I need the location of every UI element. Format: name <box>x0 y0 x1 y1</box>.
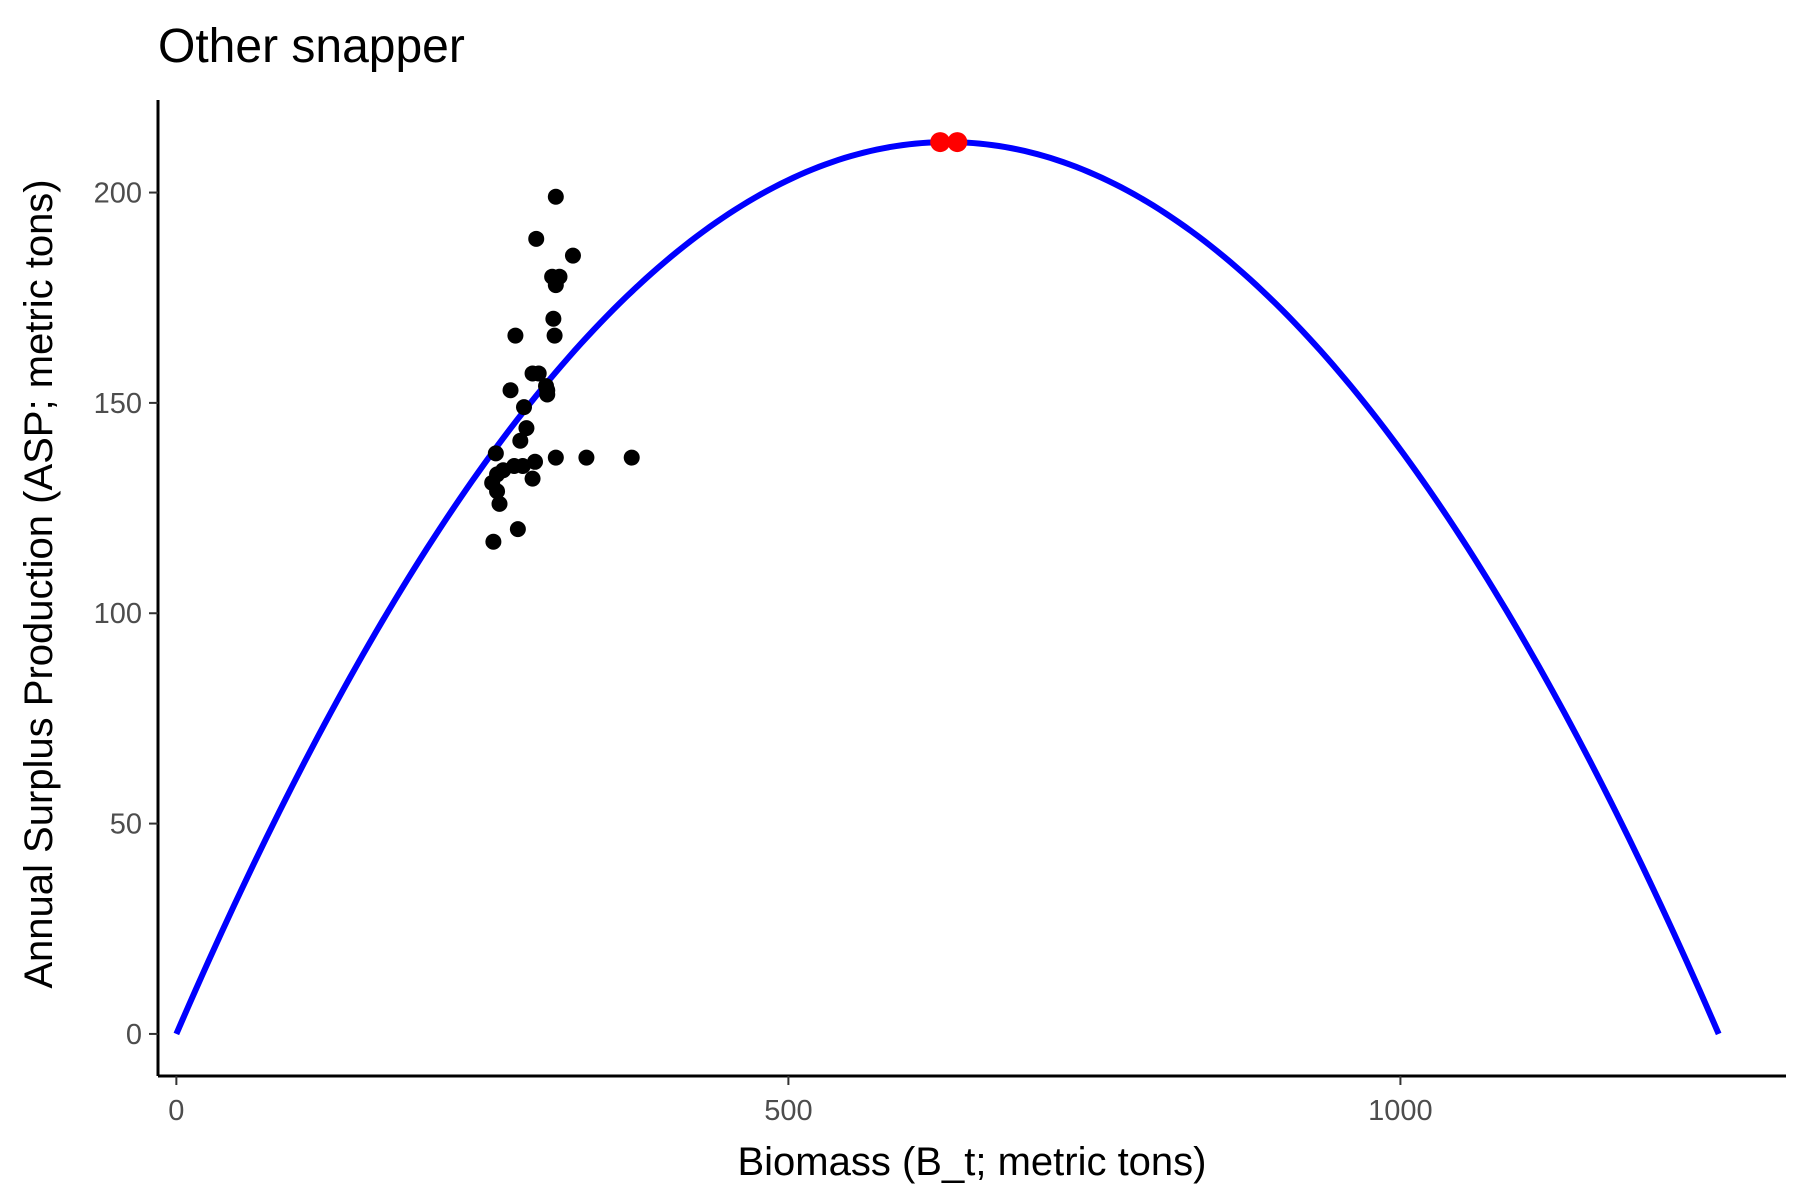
y-tick-label: 150 <box>94 388 142 420</box>
data-point <box>487 445 504 462</box>
data-point <box>507 327 524 344</box>
chart-title: Other snapper <box>158 20 465 73</box>
data-point <box>547 277 564 294</box>
y-axis-title: Annual Surplus Production (ASP; metric t… <box>17 179 61 988</box>
highlight-point <box>947 132 968 153</box>
data-point <box>578 449 595 466</box>
data-point <box>502 382 519 399</box>
y-tick-label: 0 <box>126 1019 142 1051</box>
x-tick-label: 0 <box>168 1095 184 1127</box>
y-tick-label: 50 <box>110 809 142 841</box>
data-point <box>545 310 562 327</box>
x-tick-label: 500 <box>764 1095 812 1127</box>
data-point <box>547 188 564 205</box>
data-point <box>509 521 526 538</box>
data-point <box>515 399 532 416</box>
data-point <box>530 365 547 382</box>
data-point <box>564 247 581 264</box>
y-axis-ticks: 0 50 100 150 200 <box>94 178 158 1051</box>
data-point <box>485 533 502 550</box>
x-axis-ticks: 0 500 1000 <box>168 1076 1433 1127</box>
x-axis-title: Biomass (B_t; metric tons) <box>737 1140 1206 1184</box>
data-point <box>623 449 640 466</box>
data-point <box>528 230 545 247</box>
data-point <box>489 483 506 500</box>
y-tick-label: 200 <box>94 178 142 210</box>
data-point <box>512 432 529 449</box>
data-point <box>518 420 535 437</box>
data-point <box>527 453 544 470</box>
highlight-point <box>930 132 951 153</box>
x-tick-label: 1000 <box>1368 1095 1433 1127</box>
data-point <box>524 470 541 487</box>
data-point <box>539 386 556 403</box>
plot-area <box>173 132 1722 1036</box>
data-point <box>491 495 508 512</box>
data-point <box>547 449 564 466</box>
y-tick-label: 100 <box>94 598 142 630</box>
data-point <box>546 327 563 344</box>
